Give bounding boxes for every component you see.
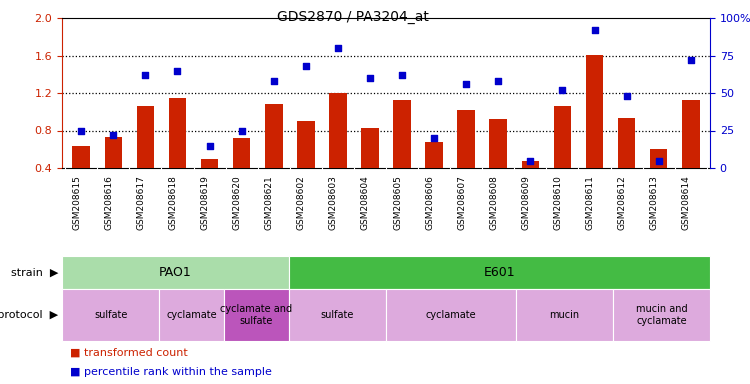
Text: cyclamate and
sulfate: cyclamate and sulfate [220,304,292,326]
Bar [458,110,475,168]
Point [685,57,697,63]
Text: GSM208609: GSM208609 [521,175,530,230]
Text: ■ transformed count: ■ transformed count [70,348,188,358]
Text: GSM208605: GSM208605 [393,175,402,230]
Point [620,93,632,99]
Point [589,27,601,33]
Bar [393,99,411,168]
Point [396,72,408,78]
Bar [682,99,700,168]
Bar [136,106,154,168]
Text: GSM208619: GSM208619 [200,175,209,230]
Bar [104,137,122,168]
Text: GSM208603: GSM208603 [329,175,338,230]
Text: GSM208604: GSM208604 [361,175,370,230]
Text: GSM208617: GSM208617 [136,175,146,230]
Point [107,132,119,138]
Text: PAO1: PAO1 [159,266,192,279]
Text: sulfate: sulfate [94,310,128,320]
Text: ■ percentile rank within the sample: ■ percentile rank within the sample [70,367,272,377]
Point [236,127,248,134]
Point [332,45,344,51]
Text: GDS2870 / PA3204_at: GDS2870 / PA3204_at [277,10,428,23]
Text: GSM208611: GSM208611 [586,175,595,230]
Text: GSM208615: GSM208615 [72,175,81,230]
Point [652,157,664,164]
Bar [265,104,283,168]
Point [428,135,440,141]
Point [524,157,536,164]
Point [75,127,87,134]
Bar [232,138,250,168]
Text: strain  ▶: strain ▶ [10,268,58,278]
Bar [329,93,346,168]
Point [492,78,504,84]
Point [460,81,472,87]
Point [203,142,215,149]
Text: GSM208618: GSM208618 [169,175,178,230]
Text: cyclamate: cyclamate [166,310,217,320]
Text: GSM208612: GSM208612 [617,175,626,230]
Point [140,72,152,78]
Bar [169,98,186,168]
Text: cyclamate: cyclamate [425,310,476,320]
Text: E601: E601 [484,266,515,279]
Bar [73,146,90,168]
Point [172,68,184,74]
Text: GSM208620: GSM208620 [232,175,242,230]
Bar [201,159,218,168]
Bar [554,106,572,168]
Bar [297,121,314,168]
Bar [362,128,379,168]
Text: sulfate: sulfate [321,310,354,320]
Text: GSM208613: GSM208613 [650,175,658,230]
Text: GSM208610: GSM208610 [554,175,562,230]
Bar [618,118,635,168]
Text: GSM208607: GSM208607 [458,175,466,230]
Text: mucin: mucin [549,310,579,320]
Text: GSM208616: GSM208616 [104,175,113,230]
Text: GSM208621: GSM208621 [265,175,274,230]
Text: GSM208602: GSM208602 [297,175,306,230]
Bar [490,119,507,168]
Point [364,75,376,81]
Bar [650,149,668,168]
Point [300,63,312,69]
Point [268,78,280,84]
Text: mucin and
cyclamate: mucin and cyclamate [635,304,687,326]
Bar [586,56,603,168]
Text: GSM208614: GSM208614 [682,175,691,230]
Text: GSM208606: GSM208606 [425,175,434,230]
Point [556,87,568,93]
Bar [521,161,539,168]
Text: growth protocol  ▶: growth protocol ▶ [0,310,58,320]
Text: GSM208608: GSM208608 [489,175,498,230]
Bar [425,142,443,168]
